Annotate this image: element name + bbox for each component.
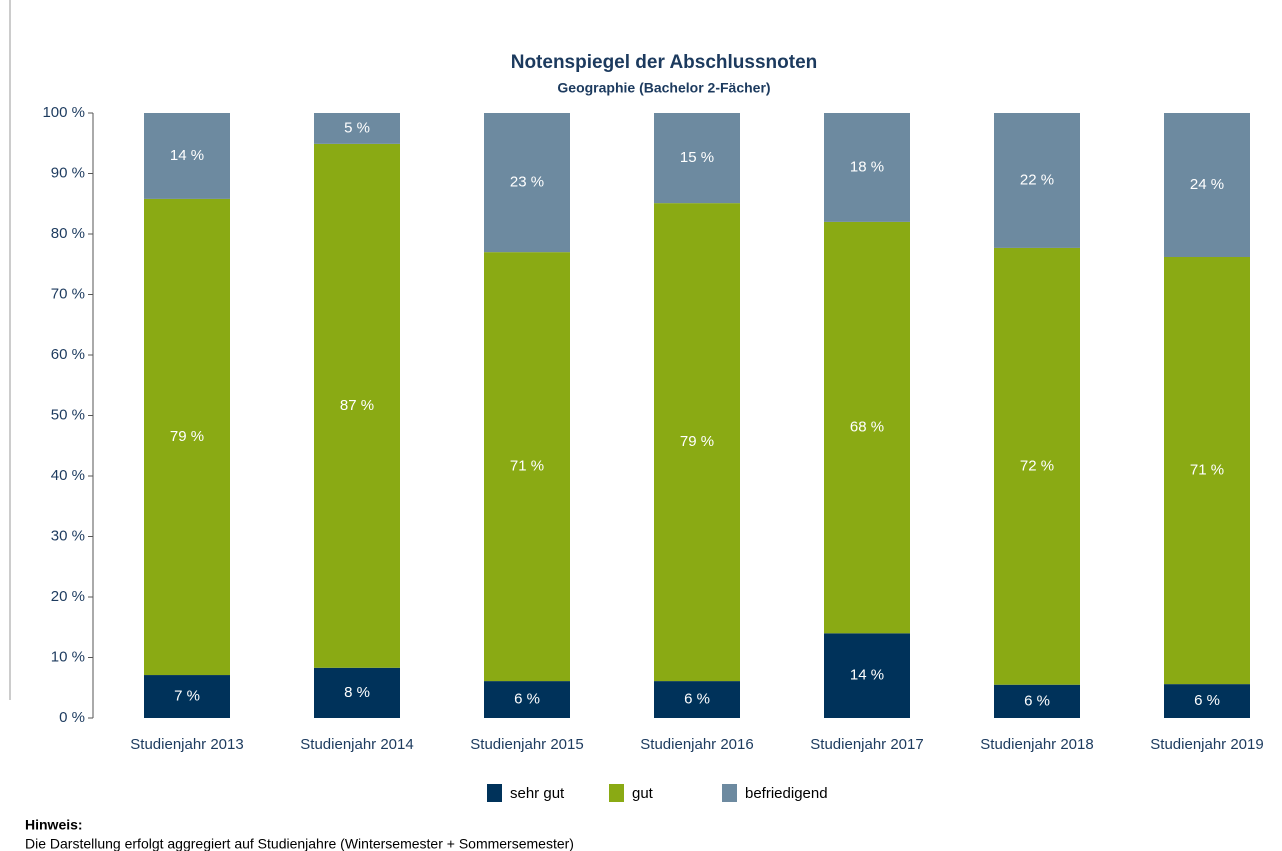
legend-swatch — [722, 784, 737, 802]
x-tick-label: Studienjahr 2019 — [1150, 736, 1263, 753]
legend-label: befriedigend — [745, 785, 828, 802]
note-title: Hinweis: — [25, 817, 83, 833]
bar-segment — [994, 684, 1080, 718]
y-tick-label: 10 % — [51, 648, 85, 665]
data-label: 22 % — [1020, 171, 1054, 188]
data-label: 87 % — [340, 397, 374, 414]
y-tick-label: 20 % — [51, 588, 85, 605]
data-label: 79 % — [170, 428, 204, 445]
legend-label: gut — [632, 785, 654, 802]
data-label: 79 % — [680, 433, 714, 450]
bar-segment — [1164, 256, 1250, 685]
data-label: 23 % — [510, 174, 544, 191]
bar-segment — [824, 221, 910, 634]
x-tick-label: Studienjahr 2018 — [980, 736, 1093, 753]
data-label: 71 % — [1190, 462, 1224, 479]
y-tick-label: 80 % — [51, 225, 85, 242]
data-label: 24 % — [1190, 176, 1224, 193]
data-label: 8 % — [344, 684, 370, 701]
y-tick-label: 50 % — [51, 406, 85, 423]
data-label: 18 % — [850, 158, 884, 175]
bar-segment — [994, 247, 1080, 685]
bar-segment — [144, 675, 230, 718]
legend-label: sehr gut — [510, 785, 565, 802]
data-label: 7 % — [174, 687, 200, 704]
note: Die Darstellung erfolgt aggregiert auf S… — [25, 836, 574, 851]
bar-segment — [654, 203, 740, 682]
data-label: 6 % — [1194, 692, 1220, 709]
bar-segment — [824, 633, 910, 718]
y-tick-label: 70 % — [51, 285, 85, 302]
bar-segment — [994, 113, 1080, 248]
chart-subtitle: Geographie (Bachelor 2-Fächer) — [557, 80, 770, 96]
x-tick-label: Studienjahr 2016 — [640, 736, 753, 753]
bar-segment — [484, 113, 570, 253]
bar-segment — [144, 113, 230, 199]
x-tick-label: Studienjahr 2013 — [130, 736, 243, 753]
data-label: 6 % — [514, 691, 540, 708]
bar-segment — [1164, 113, 1250, 257]
bar-segment — [654, 681, 740, 718]
data-label: 5 % — [344, 119, 370, 136]
bar-segment — [654, 113, 740, 204]
y-tick-label: 90 % — [51, 164, 85, 181]
legend-swatch — [609, 784, 624, 802]
y-tick-label: 30 % — [51, 527, 85, 544]
x-tick-label: Studienjahr 2014 — [300, 736, 413, 753]
chart-title: Notenspiegel der Abschlussnoten — [511, 52, 818, 73]
y-tick-label: 0 % — [59, 709, 85, 726]
y-tick-label: 100 % — [42, 104, 85, 121]
bar-segment — [314, 113, 400, 144]
bar-segment — [314, 143, 400, 668]
y-tick-label: 60 % — [51, 346, 85, 363]
bar-segment — [484, 681, 570, 718]
data-label: 15 % — [680, 149, 714, 166]
bar-segment — [1164, 684, 1250, 718]
bar-segment — [314, 667, 400, 718]
y-tick-label: 40 % — [51, 467, 85, 484]
legend-swatch — [487, 784, 502, 802]
bar-segment — [144, 198, 230, 676]
data-label: 71 % — [510, 458, 544, 475]
x-tick-label: Studienjahr 2017 — [810, 736, 923, 753]
data-label: 6 % — [1024, 692, 1050, 709]
x-tick-label: Studienjahr 2015 — [470, 736, 583, 753]
bar-segment — [824, 113, 910, 222]
data-label: 14 % — [170, 147, 204, 164]
bar-segment — [484, 252, 570, 682]
data-label: 72 % — [1020, 457, 1054, 474]
data-label: 14 % — [850, 667, 884, 684]
data-label: 6 % — [684, 691, 710, 708]
data-label: 68 % — [850, 419, 884, 436]
